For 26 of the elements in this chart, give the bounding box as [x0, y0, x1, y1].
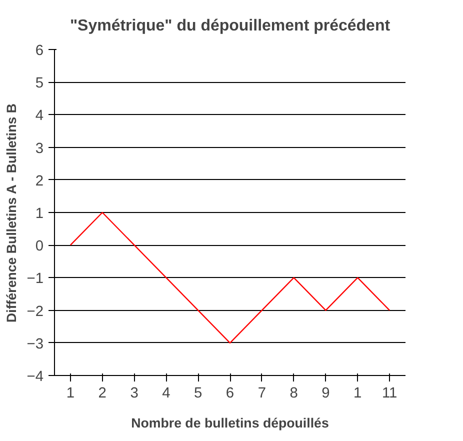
line-series [70, 212, 390, 344]
x-tick-label: 8 [290, 386, 298, 402]
x-tick-label: 1 [66, 386, 75, 402]
chart-title: "Symétrique" du dépouillement précédent [70, 18, 391, 34]
x-tick-label: 7 [258, 386, 266, 402]
x-tick-label: 4 [162, 386, 170, 402]
x-tick-label: 1 [354, 386, 362, 402]
y-tick-label: 5 [35, 76, 44, 92]
y-tick-label: 4 [35, 108, 44, 124]
x-tick-label: 2 [98, 386, 106, 402]
y-axis-title: Différence Bulletins A - Bulletins B [4, 103, 19, 322]
x-tick-label: 5 [194, 386, 202, 402]
x-axis-title: Nombre de bulletins dépouillés [131, 416, 329, 430]
y-tick-label: 2 [35, 173, 44, 190]
y-tick-label: −1 [26, 271, 44, 288]
x-tick-label: 9 [322, 386, 330, 402]
y-tick-label: −2 [26, 304, 44, 320]
y-tick-label: −3 [26, 336, 44, 352]
y-tick-label: 0 [35, 238, 44, 255]
x-tick-label: 11 [382, 386, 398, 402]
x-tick-label: 6 [226, 386, 234, 402]
y-tick-label: 6 [35, 43, 44, 59]
y-tick-label: 1 [35, 206, 44, 222]
y-tick-label: −4 [26, 369, 44, 385]
x-tick-label: 3 [130, 386, 138, 402]
y-tick-label: 3 [35, 140, 44, 157]
